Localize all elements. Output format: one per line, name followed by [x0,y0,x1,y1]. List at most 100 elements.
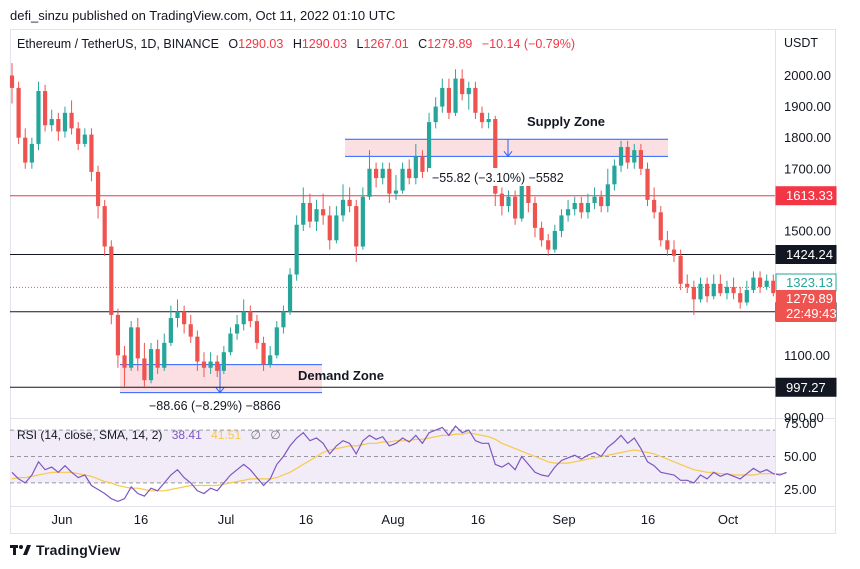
close-label: C [418,37,428,51]
high-label: H [292,37,302,51]
tradingview-logo-icon [10,545,31,555]
demand-measure-bg [148,396,328,414]
candle-body-85 [572,202,577,210]
candle-body-37 [254,321,260,343]
candle-body-72 [486,119,491,123]
demand-zone-label: Demand Zone [298,368,384,383]
candle-body-47 [321,209,326,216]
demand-measure-text: −88.66 (−8.29%) −8866 [149,399,281,413]
candle-body-76 [513,196,518,219]
level-tag-1-text: 1424.24 [786,247,833,262]
candle-body-105 [705,283,710,297]
candle-body-2 [23,137,28,163]
candle-body-79 [532,202,538,228]
candle-body-80 [539,227,544,241]
low-value: 1267.01 [363,37,409,51]
candle-body-3 [29,143,34,163]
supply-zone-label: Supply Zone [527,114,605,129]
candle-body-12 [89,134,94,172]
candle-body-5 [43,91,48,126]
candle-body-16 [115,314,121,356]
candle-body-44 [301,202,306,225]
candle-body-108 [724,286,730,294]
candle-body-36 [248,311,253,322]
candle-body-112 [751,277,756,291]
candle-body-45 [307,202,312,222]
close-value: 1279.89 [427,37,473,51]
candle-body-33 [228,333,233,353]
candle-body-40 [274,327,279,356]
candle-body-94 [632,150,637,163]
open-value: 1290.03 [238,37,284,51]
sma-tag-text: 1323.13 [786,275,833,290]
price-tick-7: 900.00 [784,410,824,425]
zone-arrow-head-1 [215,387,225,394]
candle-body-39 [268,355,273,365]
candle-body-25 [175,311,180,319]
price-axis-unit: USDT [784,36,818,50]
level-tag-0-bg [775,186,837,206]
candle-body-46 [314,209,319,222]
candle-body-35 [241,311,246,325]
candle-body-83 [559,215,564,231]
candle-body-71 [479,112,485,123]
price-tick-1: 1900.00 [784,99,831,114]
rsi-title[interactable]: RSI (14, close, SMA, 14, 2) [17,428,163,442]
rsi-line [11,425,787,503]
candle-body-11 [82,134,87,144]
candle-body-15 [109,246,114,315]
tradingview-watermark[interactable]: TradingView [10,542,120,558]
candle-body-66 [446,87,452,113]
candle-body-106 [711,283,716,297]
rsi-sma-value: 41.51 [211,428,242,442]
candle-body-65 [440,87,445,107]
candle-body-74 [499,193,504,207]
candle-body-55 [374,168,379,179]
rsi-tick-0: 75.00 [784,416,817,431]
candle-body-31 [215,361,220,371]
candle-body-43 [294,224,299,275]
candle-body-24 [168,318,173,343]
candle-body-88 [592,196,597,203]
candle-body-101 [678,255,683,284]
candle-body-19 [135,327,140,359]
candle-body-114 [764,280,769,287]
price-tick-2: 1800.00 [784,130,831,145]
candle-body-68 [460,78,465,95]
publish-info: defi_sinzu published on TradingView.com,… [10,8,396,23]
candle-body-100 [671,249,677,256]
candle-body-70 [473,87,478,113]
change-value: −10.14 (−0.79%) [481,37,575,51]
price-tick-5: 1100.00 [784,348,830,363]
candle-body-57 [387,168,392,194]
candle-body-75 [506,196,511,207]
candle-body-67 [453,78,458,113]
supply-measure-bg [428,168,578,186]
candle-body-60 [407,168,412,179]
current-price-tag-text: 1279.89 [786,291,833,306]
high-value: 1290.03 [301,37,348,51]
candle-body-63 [426,122,432,172]
candle-body-115 [771,280,776,294]
candle-body-77 [519,181,524,219]
candle-body-110 [738,293,743,303]
candle-body-99 [665,240,670,250]
candle-body-29 [201,361,207,368]
rsi-legend: RSI (14, close, SMA, 14, 2) 38.41 41.51 … [17,428,281,442]
candle-body-103 [691,286,696,300]
candle-body-0 [9,75,15,88]
time-tick-2: Jul [218,512,235,527]
candle-body-17 [122,355,127,368]
level-tag-3-bg [775,377,837,397]
candle-body-61 [413,156,418,179]
rsi-tick-1: 50.00 [784,449,817,464]
candle-body-107 [718,283,723,294]
candle-body-82 [552,230,557,250]
candle-body-14 [102,206,107,247]
candle-body-7 [56,119,61,132]
candle-body-53 [360,196,365,247]
candle-body-23 [162,342,167,368]
symbol-title[interactable]: Ethereum / TetherUS, 1D, BINANCE [17,37,219,51]
candle-body-9 [69,112,74,129]
